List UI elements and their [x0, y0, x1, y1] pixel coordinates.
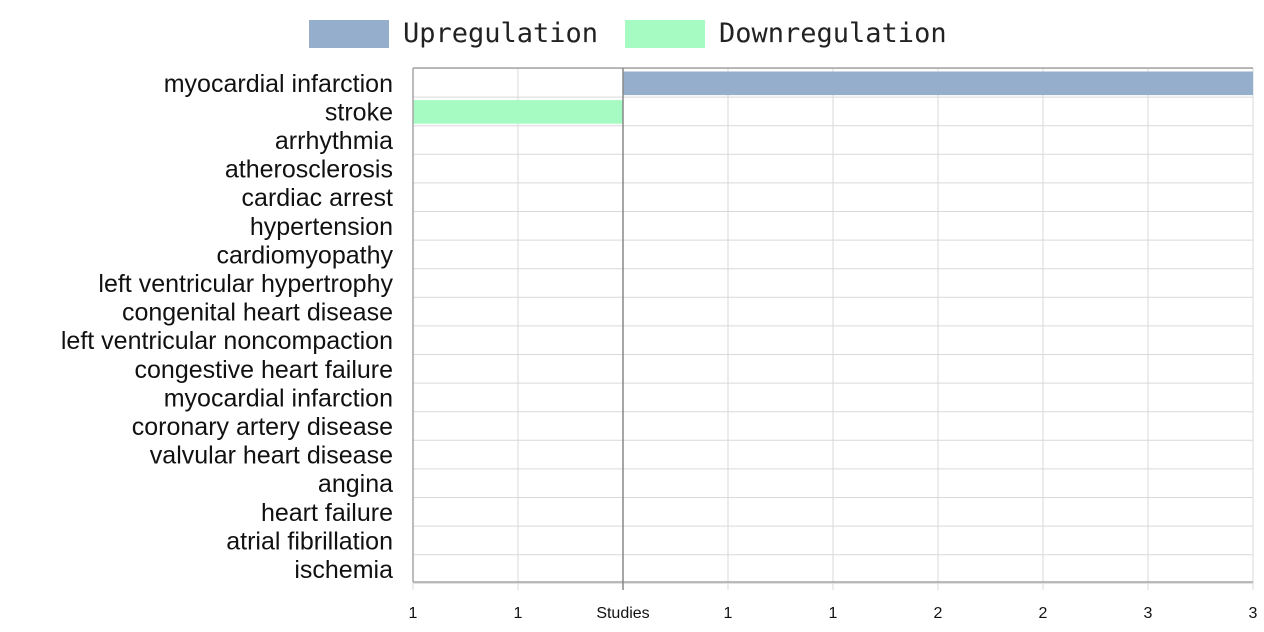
category-labels: myocardial infarctionstrokearrhythmiaath… [61, 70, 394, 584]
x-tick-label: 1 [829, 605, 838, 622]
category-label: ischemia [294, 556, 393, 584]
x-tick-label: 1 [724, 605, 733, 622]
bar-downregulation[interactable] [413, 100, 623, 124]
category-label: heart failure [261, 499, 393, 527]
category-label: myocardial infarction [164, 70, 393, 98]
category-label: angina [318, 470, 393, 498]
category-label: congestive heart failure [135, 356, 393, 384]
legend-swatch-downregulation[interactable] [625, 20, 705, 48]
category-label: myocardial infarction [164, 384, 393, 412]
axes [412, 67, 1253, 590]
category-label: atrial fibrillation [226, 527, 393, 555]
category-label: cardiomyopathy [217, 241, 394, 269]
x-tick-label: 2 [934, 605, 943, 622]
x-tick-label: Studies [596, 605, 649, 622]
bar-upregulation[interactable] [623, 71, 1253, 96]
x-tick-label: 1 [409, 605, 418, 622]
category-label: cardiac arrest [242, 184, 393, 212]
grid [412, 68, 1254, 590]
category-label: hypertension [250, 213, 393, 241]
legend-swatch-upregulation[interactable] [309, 20, 389, 48]
legend-label-upregulation[interactable]: Upregulation [403, 18, 598, 49]
legend-label-downregulation[interactable]: Downregulation [719, 18, 947, 49]
x-tick-label: 3 [1144, 605, 1153, 622]
category-label: arrhythmia [275, 127, 393, 155]
legend: Upregulation Downregulation [309, 18, 947, 49]
category-label: congenital heart disease [122, 299, 393, 327]
bars [413, 71, 1253, 124]
x-tick-label: 1 [514, 605, 523, 622]
x-tick-label: 2 [1039, 605, 1048, 622]
category-label: left ventricular noncompaction [61, 327, 393, 355]
category-label: valvular heart disease [150, 442, 393, 470]
category-label: coronary artery disease [132, 413, 393, 441]
category-label: left ventricular hypertrophy [98, 270, 393, 298]
x-tick-labels: 1 1 Studies 1 1 2 2 3 3 [409, 605, 1258, 622]
category-label: atherosclerosis [225, 156, 393, 184]
x-tick-label: 3 [1249, 605, 1258, 622]
category-label: stroke [325, 98, 393, 126]
